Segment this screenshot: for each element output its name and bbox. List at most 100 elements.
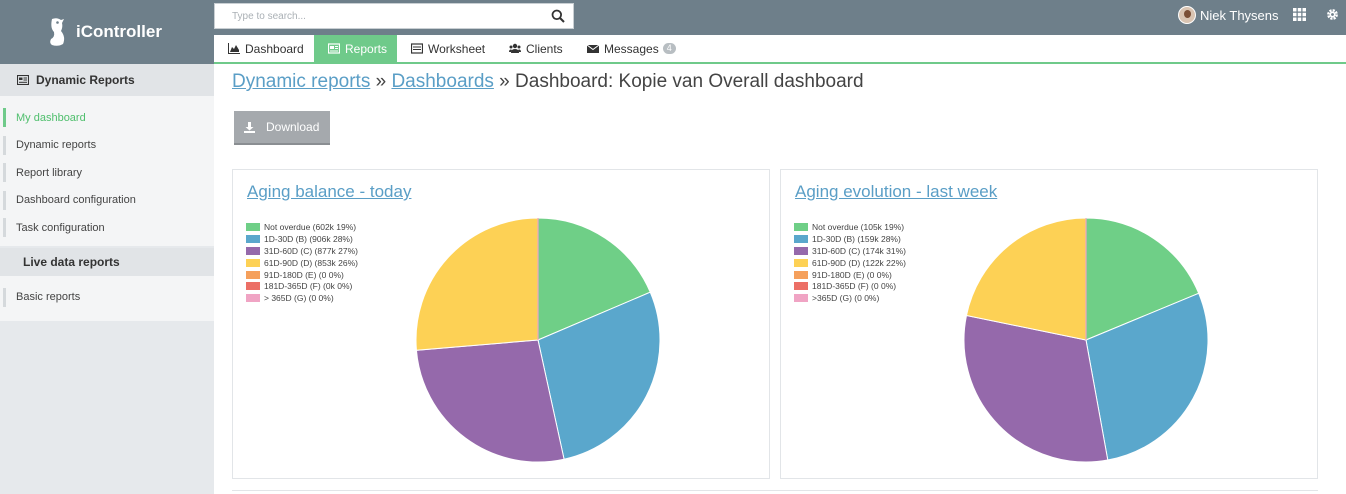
pie-slice[interactable] [1085, 292, 1209, 461]
pie-slice[interactable] [537, 217, 651, 341]
tab-reports[interactable]: Reports [314, 35, 397, 62]
breadcrumb-separator: » [493, 71, 516, 92]
logo[interactable]: iController [0, 0, 214, 64]
legend-label: 61D-90D (D) (122k 22%) [812, 257, 907, 268]
breadcrumb-link-dynamic-reports[interactable]: Dynamic reports [232, 71, 371, 92]
legend-swatch [794, 234, 808, 243]
legend-label: 181D-365D (F) (0 0%) [812, 281, 897, 292]
gear-icon[interactable] [1326, 8, 1339, 21]
legend-label: 91D-180D (E) (0 0%) [812, 269, 892, 280]
pie-slice[interactable] [537, 291, 661, 460]
pie-slice[interactable] [415, 217, 539, 351]
pie-chart [963, 217, 1209, 463]
search-icon[interactable] [551, 9, 565, 23]
legend-label: Not overdue (105k 19%) [812, 221, 905, 232]
pie-chart [415, 217, 661, 463]
legend-item[interactable]: 31D-60D (C) (877k 27%) [246, 245, 358, 257]
legend-label: 31D-60D (C) (174k 31%) [812, 245, 907, 256]
chart-panel-aging-evolution: Aging evolution - last week Not overdue … [780, 169, 1318, 479]
tab-label: Reports [345, 41, 388, 56]
apps-grid-icon[interactable] [1293, 8, 1306, 21]
legend-swatch [794, 246, 808, 255]
sidebar-item-label: Basic reports [16, 291, 81, 304]
legend-label: 91D-180D (E) (0 0%) [264, 269, 344, 280]
list-icon [411, 43, 423, 54]
tab-clients[interactable]: Clients [495, 35, 573, 62]
app-name: iController [76, 22, 162, 41]
avatar [1178, 6, 1196, 24]
legend-item[interactable]: 181D-365D (F) (0 0%) [794, 280, 906, 292]
sidebar-item-label: Report library [16, 166, 83, 179]
legend-swatch [246, 282, 260, 291]
tab-label: Clients [526, 41, 563, 56]
pie-slice[interactable] [415, 339, 565, 463]
legend-item[interactable]: 181D-365D (F) (0k 0%) [246, 280, 358, 292]
sidebar-item-dashboard-configuration[interactable]: Dashboard configuration [0, 187, 214, 215]
tab-worksheet[interactable]: Worksheet [397, 35, 495, 62]
legend-swatch [794, 294, 808, 303]
area-chart-icon [228, 43, 240, 54]
sidebar-item-label: My dashboard [16, 111, 86, 124]
pie-slice[interactable] [1085, 217, 1200, 341]
sidebar-item-label: Dashboard configuration [16, 194, 136, 207]
download-button[interactable]: Download [234, 111, 330, 145]
sidebar-item-task-configuration[interactable]: Task configuration [0, 214, 214, 242]
legend-item[interactable]: 91D-180D (E) (0 0%) [246, 269, 358, 281]
legend-swatch [246, 234, 260, 243]
legend-label: 31D-60D (C) (877k 27%) [264, 245, 359, 256]
sidebar-item-basic-reports[interactable]: Basic reports [0, 284, 214, 312]
legend-label: 1D-30D (B) (159k 28%) [812, 233, 901, 244]
chart-legend: Not overdue (105k 19%) 1D-30D (B) (159k 2… [794, 221, 906, 304]
legend-swatch [794, 258, 808, 267]
legend-label: > 365D (G) (0 0%) [264, 293, 334, 304]
legend-item[interactable]: >365D (G) (0 0%) [794, 292, 906, 304]
legend-swatch [794, 282, 808, 291]
legend-item[interactable]: 91D-180D (E) (0 0%) [794, 269, 906, 281]
pie-slice[interactable] [965, 217, 1087, 341]
sidebar-list-live: Basic reports [0, 275, 214, 321]
chart-panel-aging-balance: Aging balance - today Not overdue (602k … [232, 169, 770, 479]
tab-label: Worksheet [428, 41, 486, 56]
tab-messages[interactable]: Messages 4 [573, 35, 683, 62]
tab-label: Messages [604, 41, 659, 56]
chart-title[interactable]: Aging balance - today [247, 182, 412, 201]
legend-label: 181D-365D (F) (0k 0%) [264, 281, 353, 292]
legend-item[interactable]: Not overdue (602k 19%) [246, 221, 358, 233]
penguin-logo-icon [50, 18, 65, 46]
legend-item[interactable]: Not overdue (105k 19%) [794, 221, 906, 233]
tab-dashboard[interactable]: Dashboard [214, 35, 314, 62]
sidebar-subheader: Live data reports [0, 247, 214, 276]
sidebar-item-dynamic-reports[interactable]: Dynamic reports [0, 132, 214, 160]
legend-item[interactable]: 1D-30D (B) (159k 28%) [794, 233, 906, 245]
download-icon [244, 121, 255, 133]
user-name: Niek Thysens [1200, 7, 1279, 23]
search-input[interactable] [215, 4, 535, 28]
breadcrumb-separator: » [370, 71, 392, 92]
legend-swatch [246, 246, 260, 255]
sidebar-item-report-library[interactable]: Report library [0, 159, 214, 187]
chart-title[interactable]: Aging evolution - last week [795, 182, 998, 201]
search-box [214, 3, 574, 29]
sidebar-subheader-label: Live data reports [23, 254, 120, 269]
sidebar-header: Dynamic Reports [0, 64, 214, 96]
legend-swatch [246, 222, 260, 231]
legend-item[interactable]: 1D-30D (B) (906k 28%) [246, 233, 358, 245]
sidebar-item-label: Dynamic reports [16, 139, 97, 152]
sidebar-item-my-dashboard[interactable]: My dashboard [0, 104, 214, 132]
legend-label: >365D (G) (0 0%) [812, 293, 880, 304]
sidebar-list: My dashboard Dynamic reports Report libr… [0, 96, 214, 246]
legend-item[interactable]: 61D-90D (D) (853k 26%) [246, 257, 358, 269]
main-tabs: Dashboard Reports Worksheet Clients Mess… [214, 35, 1346, 64]
sidebar-item-label: Task configuration [16, 221, 105, 234]
users-icon [509, 43, 521, 53]
breadcrumb-link-dashboards[interactable]: Dashboards [391, 71, 494, 92]
report-icon [328, 43, 340, 54]
legend-item[interactable]: 31D-60D (C) (174k 31%) [794, 245, 906, 257]
legend-item[interactable]: > 365D (G) (0 0%) [246, 292, 358, 304]
pie-slice[interactable] [963, 314, 1109, 463]
user-menu[interactable]: Niek Thysens [1178, 6, 1279, 24]
breadcrumb: Dynamic reports » Dashboards » Dashboard… [232, 71, 864, 93]
legend-label: 61D-90D (D) (853k 26%) [264, 257, 359, 268]
legend-item[interactable]: 61D-90D (D) (122k 22%) [794, 257, 906, 269]
legend-swatch [246, 294, 260, 303]
